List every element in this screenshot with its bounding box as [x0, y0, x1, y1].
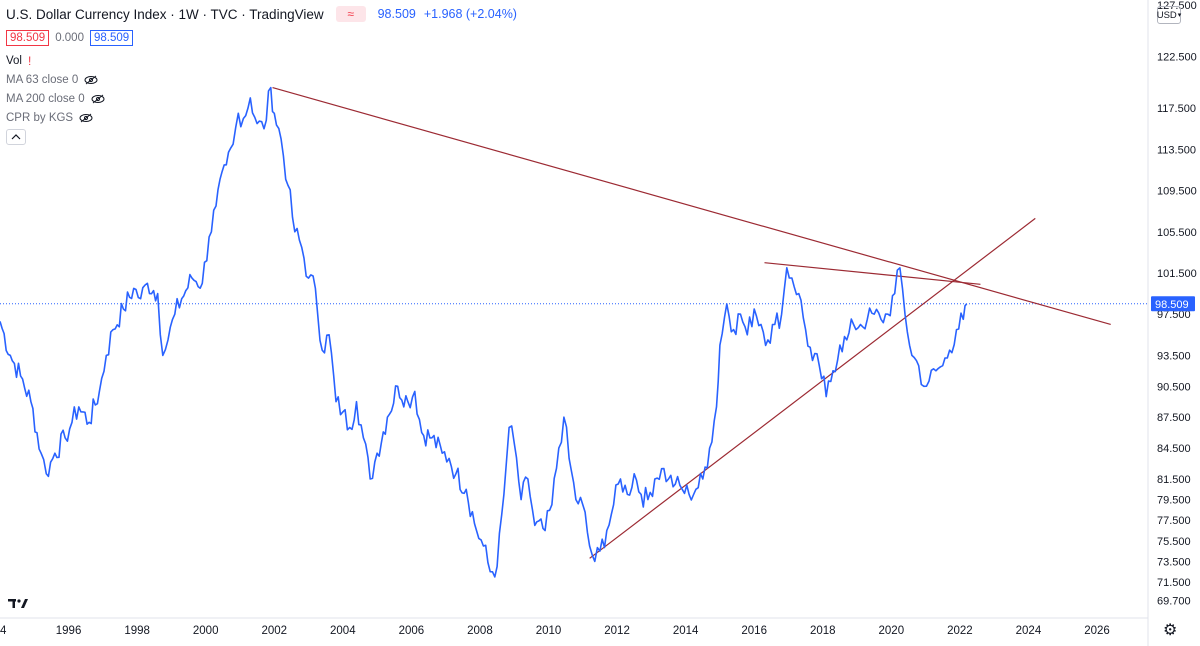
price-tick-label: 87.500: [1157, 412, 1191, 424]
time-tick-label: 2024: [1016, 625, 1042, 637]
chevron-down-icon: ▾: [1177, 12, 1182, 19]
time-tick-label: 2016: [741, 625, 767, 637]
symbol-title[interactable]: U.S. Dollar Currency Index · 1W · TVC · …: [6, 6, 324, 22]
time-tick-label: 2010: [536, 625, 562, 637]
time-tick-label: 2012: [604, 625, 630, 637]
indicator-ma63[interactable]: MA 63 close 0: [6, 70, 517, 89]
indicator-label: Vol: [6, 54, 22, 67]
time-tick-label: 1998: [124, 625, 150, 637]
bid-price[interactable]: 98.509: [6, 30, 50, 46]
price-tick-label: 109.500: [1157, 186, 1197, 198]
ask-price[interactable]: 98.509: [89, 30, 134, 46]
price-tick-label: 84.500: [1157, 443, 1191, 455]
tradingview-logo[interactable]: [8, 597, 30, 612]
time-tick-label: 2022: [947, 625, 973, 637]
time-tick-label: 2026: [1084, 625, 1110, 637]
indicator-ma200[interactable]: MA 200 close 0: [6, 89, 517, 108]
indicator-label: MA 63 close 0: [6, 73, 79, 86]
chevron-up-icon: [11, 134, 21, 140]
time-axis[interactable]: 94 1996 1998 2000 2002 2004 2006 2008 2010 2012 20…: [0, 617, 1148, 637]
tradingview-logo-icon: [8, 599, 28, 608]
compare-approx-icon[interactable]: ≈: [335, 6, 366, 22]
price-tick-label: 101.500: [1157, 268, 1197, 280]
indicator-label: MA 200 close 0: [6, 92, 85, 105]
time-tick-label: 2004: [330, 625, 356, 637]
time-tick-label: 94: [0, 625, 7, 637]
trendline[interactable]: [764, 262, 981, 285]
price-tick-label: 69.700: [1157, 596, 1191, 608]
trendlines[interactable]: [272, 86, 1111, 559]
price-tick-label: 93.500: [1157, 350, 1191, 362]
price-tick-label: 73.500: [1157, 556, 1191, 568]
hidden-eye-icon[interactable]: [91, 94, 105, 104]
time-tick-label: 2000: [193, 625, 219, 637]
price-change: +1.968 (+2.04%): [423, 7, 517, 21]
dxy-price-line: [0, 86, 968, 578]
price-tick-label: 77.500: [1157, 515, 1191, 527]
currency-selector[interactable]: USD ▾: [1157, 6, 1181, 24]
indicator-vol[interactable]: Vol !: [6, 51, 517, 70]
hidden-eye-icon[interactable]: [84, 75, 98, 85]
currency-label: USD: [1156, 9, 1177, 21]
time-tick-label: 2002: [261, 625, 287, 637]
time-tick-label: 1996: [56, 625, 82, 637]
hidden-eye-icon[interactable]: [79, 113, 93, 123]
gear-icon[interactable]: ⚙: [1163, 622, 1178, 639]
price-tick-label: 90.500: [1157, 381, 1191, 393]
chart-legend: U.S. Dollar Currency Index · 1W · TVC · …: [6, 4, 517, 145]
price-tick-label: 81.500: [1157, 474, 1191, 486]
collapse-legend-button[interactable]: [6, 129, 26, 145]
price-tick-label: 113.500: [1157, 144, 1196, 156]
time-tick-label: 2006: [399, 625, 425, 637]
price-tick-label: 97.500: [1157, 309, 1191, 321]
time-tick-label: 2020: [879, 625, 905, 637]
last-price-value: 98.509: [377, 7, 416, 21]
time-tick-label: 2018: [810, 625, 836, 637]
price-tick-label: 122.500: [1157, 52, 1197, 64]
warning-icon[interactable]: !: [28, 53, 32, 68]
price-axis[interactable]: 127.500122.500117.500113.500109.500105.5…: [1147, 0, 1197, 646]
last-price-badge: 98.509: [1151, 296, 1195, 312]
time-tick-label: 2008: [467, 625, 493, 637]
last-price-axis-label: 98.509: [1155, 299, 1189, 311]
time-tick-label: 2014: [673, 625, 699, 637]
price-tick-label: 75.500: [1157, 536, 1191, 548]
trendline[interactable]: [589, 217, 1036, 559]
spread-value: 0.000: [55, 32, 84, 44]
price-tick-label: 105.500: [1157, 227, 1197, 239]
indicator-label: CPR by KGS: [6, 111, 74, 124]
indicator-cpr[interactable]: CPR by KGS: [6, 108, 517, 127]
price-tick-label: 79.500: [1157, 495, 1191, 507]
trendline[interactable]: [272, 86, 1111, 326]
price-tick-label: 71.500: [1157, 577, 1191, 589]
price-tick-label: 117.500: [1157, 103, 1196, 115]
